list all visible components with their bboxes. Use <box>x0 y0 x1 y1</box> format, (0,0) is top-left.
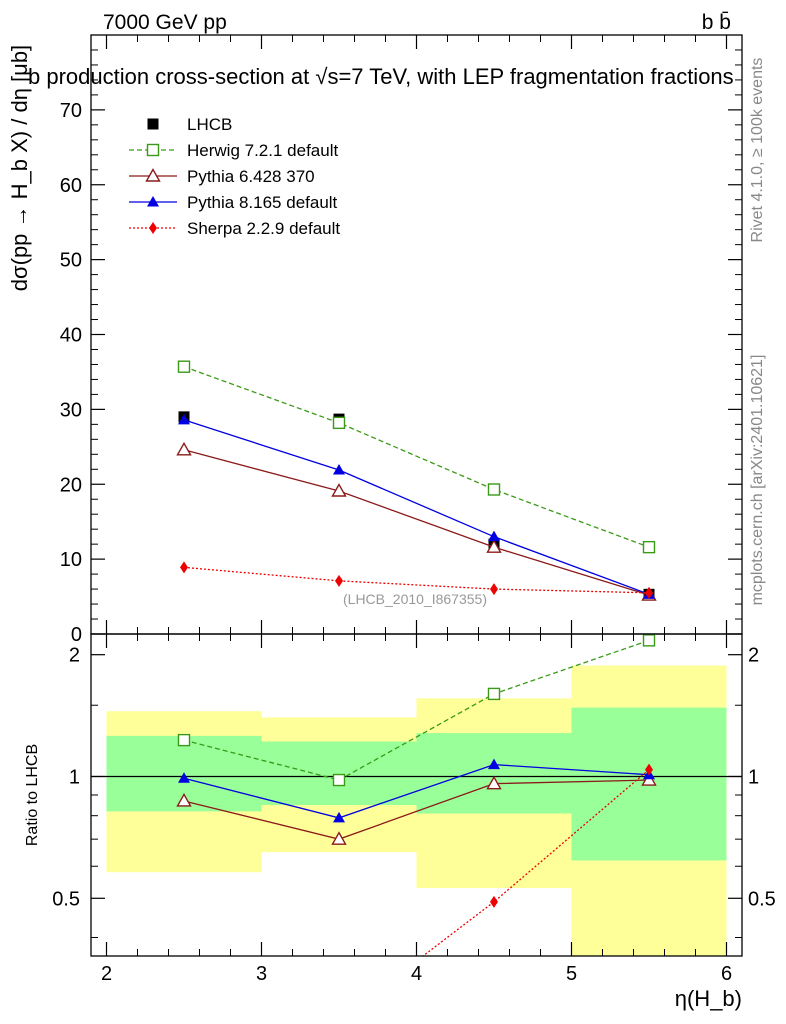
ratio-y-tick-label: 1 <box>69 766 80 788</box>
y-tick-label: 20 <box>60 474 82 496</box>
ratio-point-herwig-7-2-1-default <box>642 634 656 647</box>
y-tick-label: 40 <box>60 325 82 347</box>
x-tick-label: 3 <box>256 963 267 985</box>
legend-label: Sherpa 2.2.9 default <box>187 219 340 238</box>
ratio-y-tick-label: 2 <box>69 645 80 667</box>
y-tick-label: 0 <box>71 624 82 646</box>
legend-item-pythia-6-428-370: Pythia 6.428 370 <box>129 167 315 186</box>
ratio-series-herwig-7-2-1-default <box>177 634 656 787</box>
series-line-sherpa-2-2-9-default <box>183 566 650 594</box>
series-sherpa-2-2-9-default <box>180 561 653 599</box>
ratio-point-pythia-8-165-default <box>178 772 190 783</box>
ratio-y-tick-label-right: 0.5 <box>748 888 776 910</box>
data-point-sherpa-2-2-9-default <box>645 586 653 599</box>
data-point-pythia-6-428-370 <box>331 483 347 497</box>
ratio-y-tick-label: 0.5 <box>52 888 80 910</box>
y-tick-label: 10 <box>60 549 82 571</box>
y-tick-label: 30 <box>60 399 82 421</box>
ratio-line-sherpa-2-2-9-default <box>421 769 650 956</box>
legend-item-lhcb: LHCB <box>147 115 232 134</box>
ratio-point-pythia-8-165-default <box>488 758 500 770</box>
data-point-pythia-6-428-370 <box>486 539 502 553</box>
series-line-pythia-8-165-default <box>183 419 650 595</box>
data-point-pythia-6-428-370 <box>176 441 192 456</box>
legend-item-pythia-8-165-default: Pythia 8.165 default <box>129 193 338 212</box>
x-axis-label: η(H_b) <box>675 986 742 1011</box>
main-panel: 0 10 20 30 40 50 60 70 (LHCB_2010_I867355) b pr… <box>7 34 743 646</box>
data-point-herwig-7-2-1-default <box>177 360 191 373</box>
ratio-point-sherpa-2-2-9-default <box>645 763 653 776</box>
ratio-point-sherpa-2-2-9-default <box>490 895 498 908</box>
y-tick-label: 70 <box>60 100 82 122</box>
ratio-line-herwig-7-2-1-default <box>183 639 650 781</box>
rivet-version-label: Rivet 4.1.0, ≥ 100k events <box>749 58 766 243</box>
ratio-point-herwig-7-2-1-default <box>487 687 501 701</box>
legend-label: Pythia 6.428 370 <box>187 167 315 186</box>
data-point-pythia-8-165-default <box>333 464 345 475</box>
series-line-herwig-7-2-1-default <box>183 366 650 548</box>
series-pythia-8-165-default <box>178 413 655 599</box>
legend-label: Pythia 8.165 default <box>187 193 338 212</box>
ratio-point-pythia-6-428-370 <box>486 775 502 790</box>
legend-marker <box>147 196 159 207</box>
legend-item-herwig-7-2-1-default: Herwig 7.2.1 default <box>129 141 338 160</box>
main-title: b production cross-section at √s=7 TeV, … <box>28 64 734 89</box>
ratio-series-sherpa-2-2-9-default <box>421 763 653 956</box>
x-tick-label: 2 <box>101 963 112 985</box>
series-lhcb <box>178 411 655 600</box>
data-point-sherpa-2-2-9-default <box>180 561 188 574</box>
ratio-point-herwig-7-2-1-default <box>177 733 191 747</box>
data-point-pythia-8-165-default <box>488 530 500 542</box>
series-line-pythia-6-428-370 <box>183 449 650 596</box>
ratio-point-pythia-6-428-370 <box>331 831 347 845</box>
uncertainty-band-stat <box>261 741 417 806</box>
legend: LHCB Herwig 7.2.1 default Pythia 6.428 370… <box>129 115 340 238</box>
header-final-state: b b̄ <box>702 11 731 34</box>
ratio-y-tick-label-right: 1 <box>748 766 759 788</box>
legend-label: Herwig 7.2.1 default <box>187 141 338 160</box>
x-tick-label: 4 <box>411 963 422 985</box>
y-tick-label: 60 <box>60 175 82 197</box>
data-point-pythia-8-165-default <box>178 413 190 425</box>
main-y-axis-label: dσ(pp → H_b X) / dη [μb] <box>7 45 32 291</box>
ratio-point-pythia-6-428-370 <box>641 772 657 786</box>
legend-marker <box>147 118 159 130</box>
series-pythia-6-428-370 <box>176 441 657 601</box>
ratio-point-pythia-6-428-370 <box>176 793 192 807</box>
x-tick-label: 5 <box>566 963 577 985</box>
ratio-frame <box>90 633 743 957</box>
data-point-herwig-7-2-1-default <box>332 416 346 430</box>
uncertainty-band-stat <box>416 733 572 814</box>
ratio-series-pythia-6-428-370 <box>176 772 657 845</box>
ratio-y-tick-label-right: 2 <box>748 645 759 667</box>
ratio-point-herwig-7-2-1-default <box>332 773 346 787</box>
data-point-herwig-7-2-1-default <box>487 483 501 496</box>
mcplots-label: mcplots.cern.ch [arXiv:2401.10621] <box>749 355 766 606</box>
legend-marker <box>145 168 161 182</box>
legend-marker <box>149 222 157 234</box>
ratio-panel: 0.5 0.5 1 1 2 2 2 3 4 5 6 Ratio to LHCB η(H_b) <box>24 633 776 1011</box>
ratio-line-pythia-6-428-370 <box>183 779 650 840</box>
series-herwig-7-2-1-default <box>177 360 656 554</box>
data-point-sherpa-2-2-9-default <box>490 583 498 596</box>
header-process: 7000 GeV pp <box>103 11 227 34</box>
data-point-sherpa-2-2-9-default <box>335 574 343 587</box>
x-tick-label: 6 <box>721 963 732 985</box>
ratio-line-pythia-8-165-default <box>183 763 650 819</box>
legend-item-sherpa-2-2-9-default: Sherpa 2.2.9 default <box>129 219 340 238</box>
analysis-id-watermark: (LHCB_2010_I867355) <box>343 591 487 607</box>
legend-marker <box>146 143 160 157</box>
legend-label: LHCB <box>187 115 232 134</box>
ratio-y-axis-label: Ratio to LHCB <box>24 744 41 846</box>
ratio-point-pythia-8-165-default <box>333 811 345 823</box>
data-point-herwig-7-2-1-default <box>642 540 656 554</box>
y-tick-label: 50 <box>60 250 82 272</box>
